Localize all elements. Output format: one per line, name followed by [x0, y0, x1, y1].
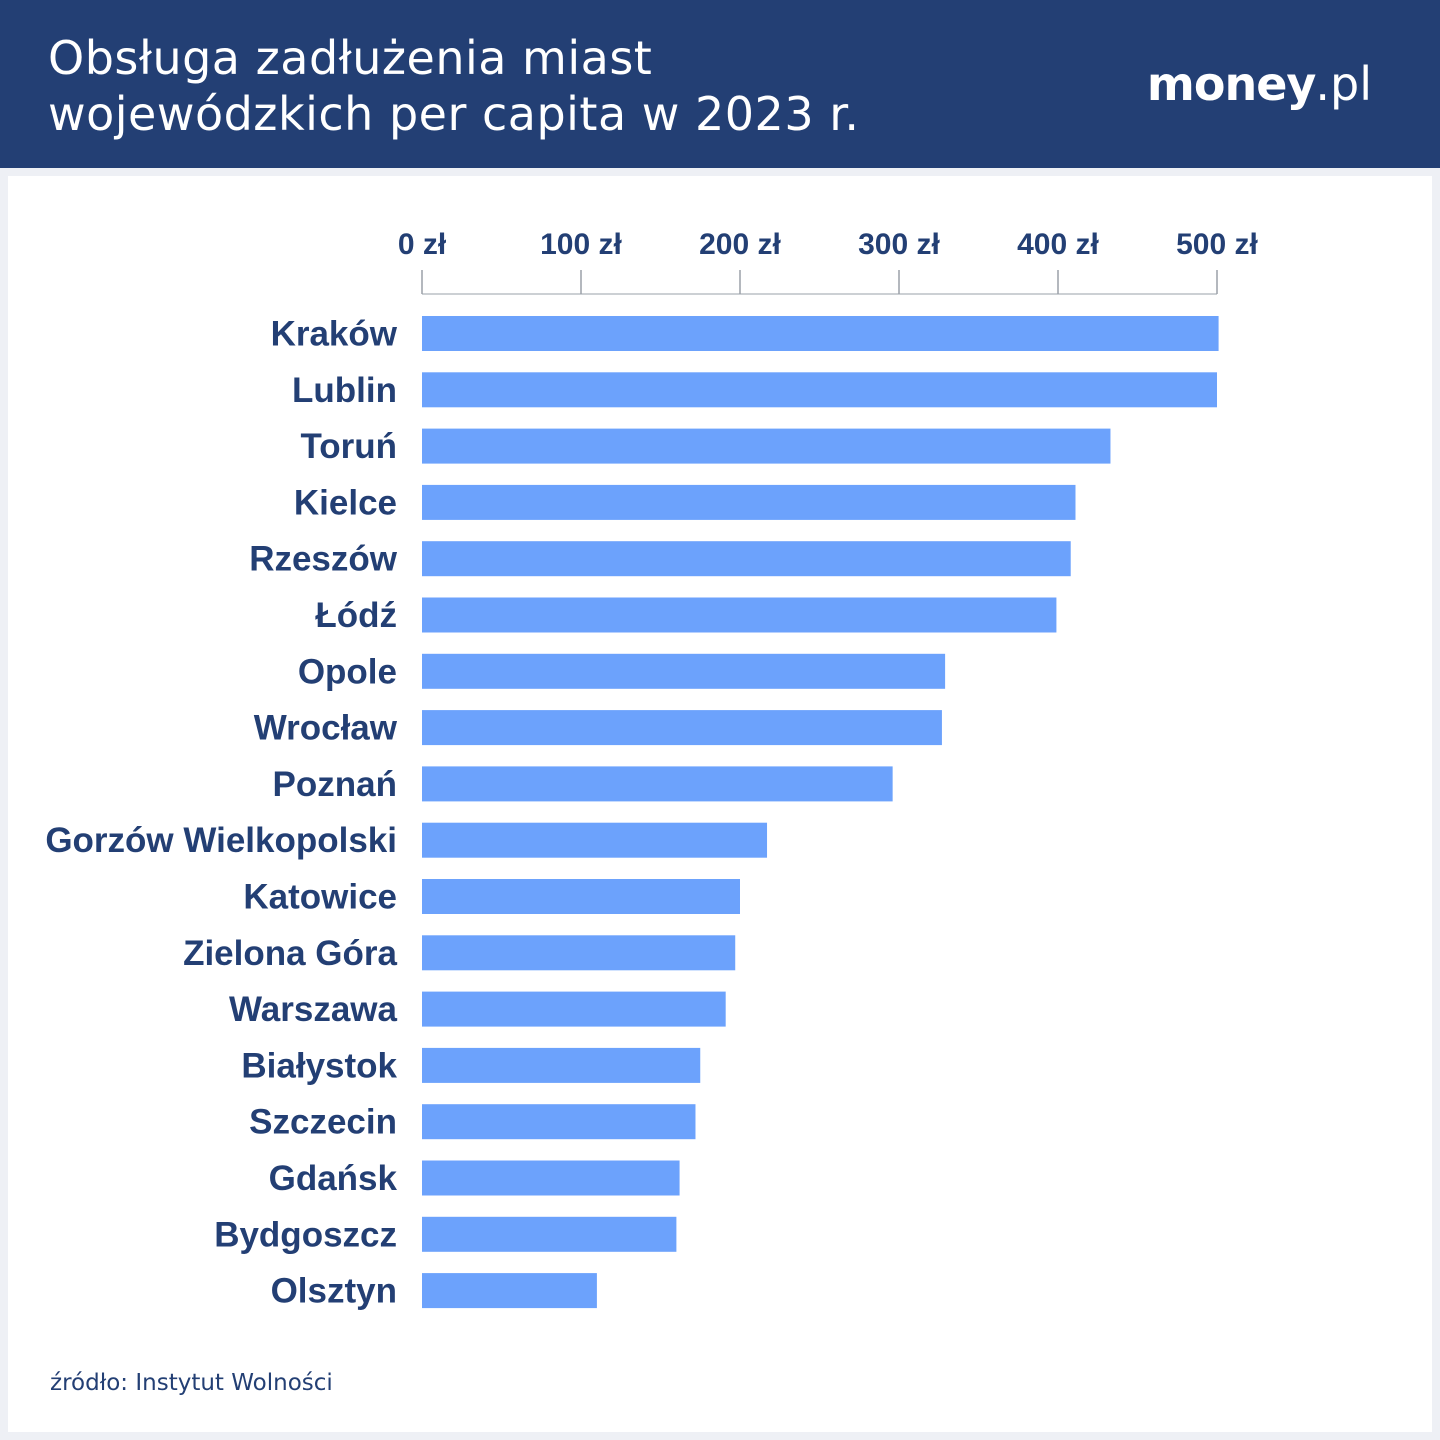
x-tick-label: 100 zł: [540, 228, 622, 261]
category-label: Gdańsk: [269, 1159, 398, 1198]
category-label: Poznań: [273, 765, 397, 804]
category-label: Katowice: [243, 878, 397, 917]
category-label: Zielona Góra: [183, 934, 397, 973]
bar-chart: 0 zł 100 zł 200 zł 300 zł 400 zł 500 zł Kraków…: [45, 228, 1258, 1311]
bar: [422, 372, 1217, 408]
chart-panel: 0 zł 100 zł 200 zł 300 zł 400 zł 500 zł Kraków…: [8, 176, 1432, 1432]
bar: [422, 935, 736, 971]
logo-tld-text: .pl: [1315, 57, 1372, 111]
category-label: Kraków: [271, 315, 398, 354]
bar: [422, 541, 1071, 577]
bar: [422, 822, 768, 858]
x-tick-label: 400 zł: [1017, 228, 1099, 261]
bar: [422, 1216, 677, 1252]
logo-main-text: money: [1146, 57, 1316, 111]
category-label: Toruń: [300, 427, 397, 466]
category-label: Warszawa: [229, 990, 397, 1029]
x-tick-label: 500 zł: [1176, 228, 1258, 261]
category-label: Rzeszów: [249, 540, 398, 579]
category-label: Wrocław: [254, 709, 398, 748]
category-label: Olsztyn: [271, 1272, 397, 1311]
bar: [422, 1104, 696, 1140]
bar: [422, 653, 946, 689]
category-label: Łódź: [315, 596, 397, 635]
x-tick-label: 0 zł: [398, 228, 447, 261]
bar: [422, 1047, 701, 1083]
chart-title: Obsługa zadłużenia miast wojewódzkich pe…: [48, 30, 1048, 142]
bar: [422, 991, 726, 1027]
bar: [422, 710, 942, 746]
source-note: źródło: Instytut Wolności: [50, 1370, 333, 1396]
bar: [422, 484, 1076, 520]
category-label: Opole: [298, 652, 397, 691]
bar: [422, 1160, 680, 1196]
money-pl-logo: money.pl: [1147, 56, 1372, 112]
category-label: Białystok: [241, 1046, 397, 1085]
bar: [422, 766, 893, 802]
bar: [422, 428, 1111, 464]
x-tick-label: 300 zł: [858, 228, 940, 261]
bar: [422, 1273, 597, 1309]
category-label: Lublin: [292, 371, 397, 410]
bar: [422, 316, 1219, 351]
header-banner: Obsługa zadłużenia miast wojewódzkich pe…: [0, 0, 1440, 168]
bar: [422, 879, 740, 914]
category-label: Kielce: [294, 483, 397, 522]
bar: [422, 597, 1057, 633]
category-label: Gorzów Wielkopolski: [45, 821, 397, 860]
chart-title-line-2: wojewódzkich per capita w 2023 r.: [48, 87, 860, 141]
chart-title-line-1: Obsługa zadłużenia miast: [48, 31, 653, 85]
category-label: Szczecin: [249, 1103, 397, 1142]
x-tick-label: 200 zł: [699, 228, 781, 261]
category-label: Bydgoszcz: [214, 1215, 397, 1254]
